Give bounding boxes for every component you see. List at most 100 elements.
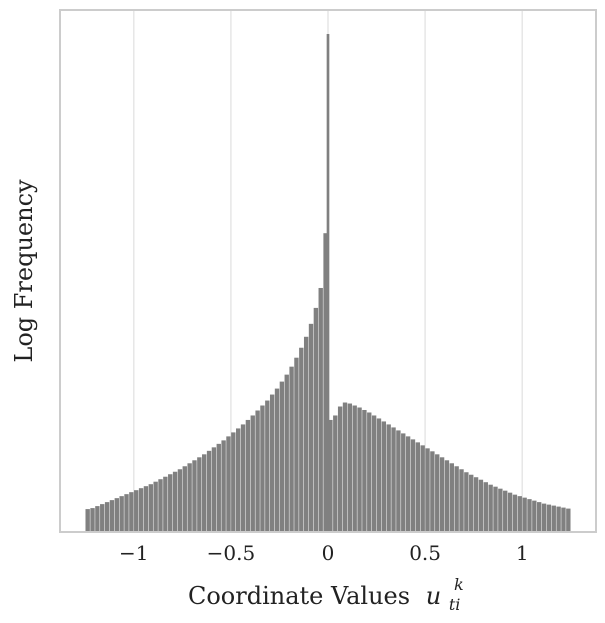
x-tick-label: 0.5	[409, 541, 441, 565]
x-tick-labels: −1 −0.5 0 0.5 1	[119, 541, 529, 565]
histogram-bar	[556, 506, 561, 532]
histogram-bar	[299, 347, 304, 532]
histogram-bar	[119, 496, 124, 532]
histogram-bar	[342, 402, 348, 532]
x-tick-label: 1	[516, 541, 529, 565]
histogram-bar	[158, 479, 163, 532]
histogram-bar	[512, 494, 518, 532]
histogram-bar	[236, 428, 241, 532]
histogram-bar	[269, 394, 275, 532]
histogram-bar	[449, 463, 454, 532]
histogram-bar	[517, 496, 522, 532]
histogram-bar	[386, 424, 391, 532]
histogram-bar	[396, 430, 401, 532]
histogram-bar	[274, 388, 280, 532]
histogram-bar	[337, 406, 343, 532]
histogram-bar	[347, 403, 353, 532]
histogram-bar	[138, 488, 144, 532]
histogram-bar	[245, 419, 251, 532]
plot-frame	[59, 9, 597, 533]
histogram-bar	[454, 466, 459, 532]
histogram-bar	[444, 460, 450, 532]
histogram-bar	[430, 451, 435, 532]
histogram-bar	[561, 507, 566, 532]
histogram-bar	[134, 490, 139, 532]
histogram-bar	[318, 287, 323, 532]
histogram-bar	[216, 443, 221, 532]
histogram-bar	[425, 448, 430, 532]
histogram-bar	[503, 490, 508, 532]
x-axis-label-subscript: ti	[449, 595, 461, 614]
histogram-bar	[371, 415, 377, 532]
histogram-bar	[109, 500, 115, 532]
histogram-bar	[172, 471, 178, 532]
histogram-bar	[143, 486, 149, 532]
histogram-bar	[464, 472, 469, 532]
histogram-bar	[240, 424, 246, 532]
histogram-bar	[192, 460, 197, 532]
histogram-bars	[85, 34, 571, 532]
histogram-bar	[376, 418, 382, 532]
histogram-bar	[163, 476, 168, 532]
histogram-bar	[294, 357, 299, 532]
histogram-bar	[95, 506, 100, 532]
histogram-bar	[420, 445, 425, 532]
histogram-bar	[265, 400, 270, 532]
histogram-bar	[541, 503, 547, 532]
histogram-bar	[401, 433, 406, 532]
histogram-bar	[410, 439, 416, 532]
histogram-bar	[211, 447, 217, 532]
histogram-bar	[148, 484, 153, 532]
histogram-bar	[333, 415, 338, 532]
histogram-bar	[177, 469, 183, 532]
histogram-bar	[85, 509, 90, 532]
histogram-bar	[182, 466, 187, 532]
histogram-bar	[284, 374, 289, 532]
histogram-bar	[469, 474, 474, 532]
histogram-bar	[507, 492, 513, 532]
histogram-bar	[168, 474, 173, 532]
histogram-bar	[527, 499, 532, 532]
x-axis-label: Coordinate Values u ti k	[188, 575, 468, 616]
histogram-bar	[187, 463, 192, 532]
histogram-bar	[90, 508, 95, 532]
histogram-bar	[415, 442, 420, 532]
histogram-bar	[352, 405, 357, 532]
histogram-bar	[473, 477, 479, 532]
histogram-bar	[488, 484, 493, 532]
x-axis-label-symbol: u	[426, 582, 441, 610]
histogram-bar	[221, 440, 226, 532]
histogram-bar	[357, 407, 362, 532]
histogram-bar	[498, 488, 503, 532]
histogram-bar	[551, 505, 556, 532]
histogram-bar	[323, 233, 328, 532]
histogram-bar	[439, 457, 445, 532]
histogram-bar	[435, 454, 440, 532]
histogram-bar	[326, 34, 330, 532]
histogram-bar	[250, 415, 255, 532]
histogram-bar	[124, 494, 129, 532]
histogram-bar	[308, 323, 314, 532]
histogram-bar	[104, 502, 110, 532]
y-axis-label: Log Frequency	[10, 179, 38, 363]
histogram-bar	[566, 508, 571, 532]
histogram-bar	[206, 450, 212, 532]
histogram-bar	[289, 366, 294, 532]
histogram-bar	[483, 482, 488, 532]
x-tick-label: −0.5	[207, 541, 256, 565]
histogram-bar	[303, 336, 309, 532]
histogram-bar	[231, 432, 236, 532]
histogram-bar	[279, 381, 285, 532]
x-axis-label-superscript: k	[454, 575, 464, 594]
histogram-bar	[129, 492, 134, 532]
x-axis-label-text: Coordinate Values	[188, 582, 410, 610]
histogram-bar	[459, 469, 464, 532]
histogram-bar	[153, 481, 158, 532]
x-tick-label: −1	[119, 541, 148, 565]
histogram-bar	[362, 409, 367, 532]
histogram-bar	[255, 410, 260, 532]
histogram-bar	[202, 454, 207, 532]
histogram-bar	[537, 502, 542, 532]
x-tick-label: 0	[322, 541, 335, 565]
